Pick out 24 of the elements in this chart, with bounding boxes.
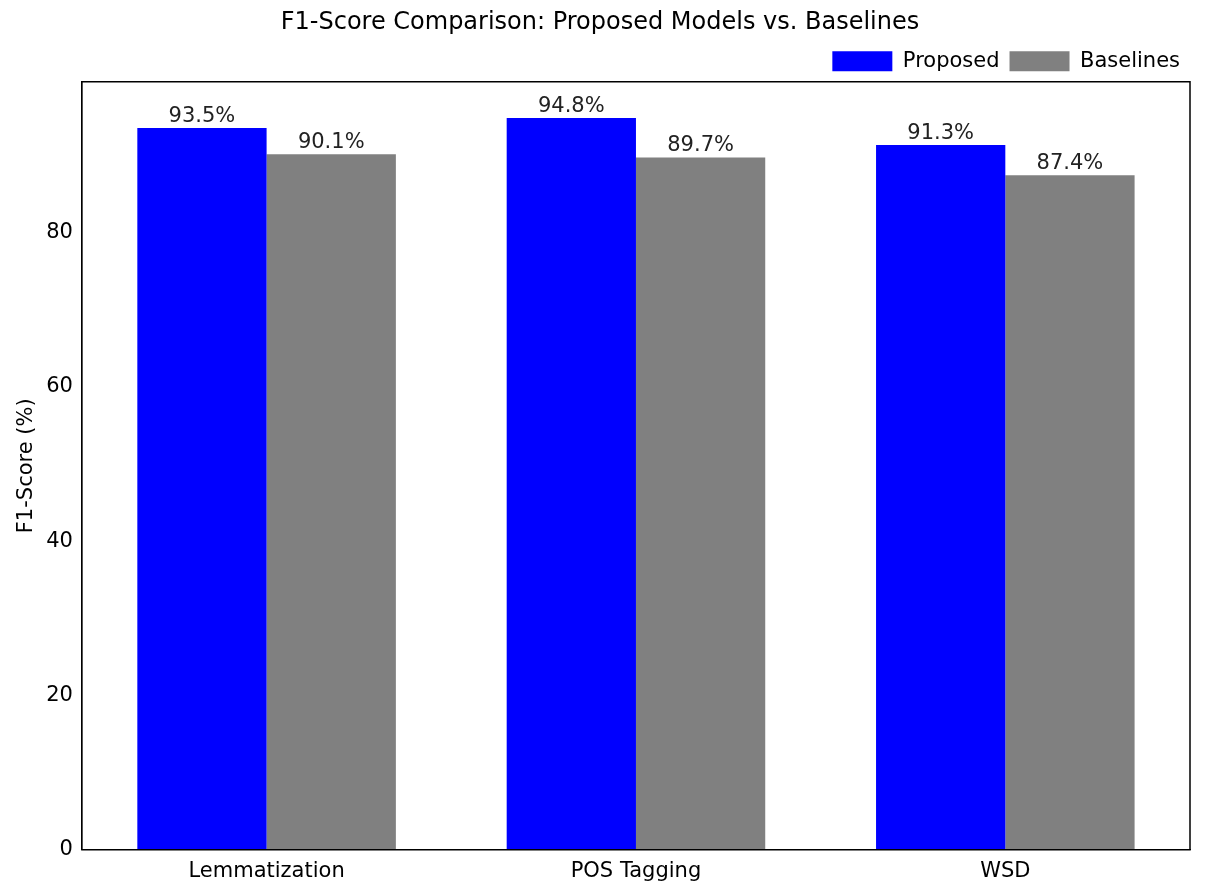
x-tick-label: WSD: [980, 857, 1031, 882]
legend-label: Proposed: [902, 47, 1000, 72]
bar: [266, 154, 396, 850]
x-tick-label: Lemmatization: [188, 857, 345, 882]
y-tick-label: 40: [46, 527, 73, 552]
x-tick-label: POS Tagging: [570, 857, 702, 882]
data-label: 90.1%: [297, 129, 365, 154]
chart-title: F1-Score Comparison: Proposed Models vs. Baselines: [280, 6, 920, 35]
bar: [506, 118, 636, 850]
data-label: 89.7%: [667, 132, 734, 157]
bar: [635, 157, 766, 850]
bar: [137, 128, 267, 850]
y-tick-label: 20: [46, 681, 73, 706]
y-tick-label: 60: [46, 373, 73, 398]
bar: [1005, 175, 1135, 850]
data-label: 93.5%: [168, 103, 236, 128]
data-label: 94.8%: [537, 93, 605, 118]
legend-label: Baselines: [1080, 47, 1181, 72]
data-label: 87.4%: [1036, 150, 1104, 175]
y-axis-title: F1-Score (%): [13, 398, 38, 534]
y-tick-label: 0: [59, 836, 73, 861]
bar: [876, 145, 1006, 850]
y-tick-label: 80: [46, 218, 73, 243]
data-label: 91.3%: [907, 120, 975, 145]
